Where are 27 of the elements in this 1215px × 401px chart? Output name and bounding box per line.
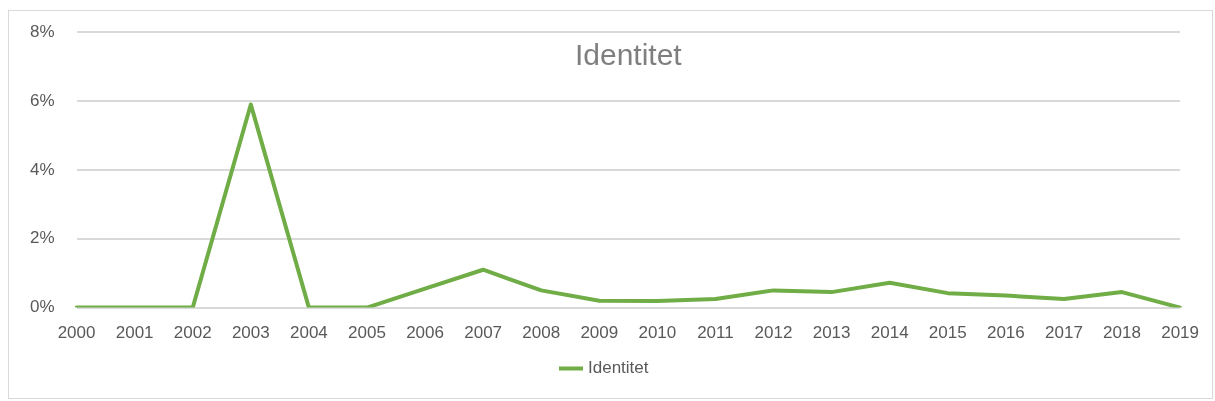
x-tick-label: 2009: [580, 323, 619, 343]
x-tick-label: 2011: [697, 323, 734, 343]
y-tick-label: 4%: [29, 159, 55, 179]
x-tick-label: 2002: [173, 323, 212, 343]
x-tick-label: 2017: [1045, 323, 1083, 343]
x-tick-label: 2006: [406, 323, 444, 343]
x-tick-label: 2000: [57, 323, 96, 343]
x-tick-label: 2014: [870, 323, 909, 343]
chart-title: Identitet: [574, 38, 683, 72]
x-tick-label: 2019: [1161, 323, 1199, 343]
y-tick-label: 8%: [29, 21, 55, 41]
x-tick-label: 2018: [1103, 323, 1141, 343]
x-tick-label: 2004: [289, 323, 328, 343]
y-tick-label: 0%: [29, 297, 55, 317]
x-tick-label: 2001: [115, 323, 154, 343]
x-tick-label: 2013: [812, 323, 851, 343]
x-tick-label: 2008: [522, 323, 561, 343]
x-tick-label: 2012: [754, 323, 793, 343]
x-tick-label: 2003: [231, 323, 270, 343]
x-tick-label: 2007: [464, 323, 503, 343]
x-tick-label: 2015: [928, 323, 967, 343]
x-tick-label: 2005: [348, 323, 386, 343]
legend-label: Identitet: [588, 358, 649, 378]
x-tick-label: 2016: [986, 323, 1025, 343]
y-tick-label: 6%: [29, 90, 55, 110]
y-tick-label: 2%: [29, 228, 55, 248]
x-tick-label: 2010: [638, 323, 677, 343]
